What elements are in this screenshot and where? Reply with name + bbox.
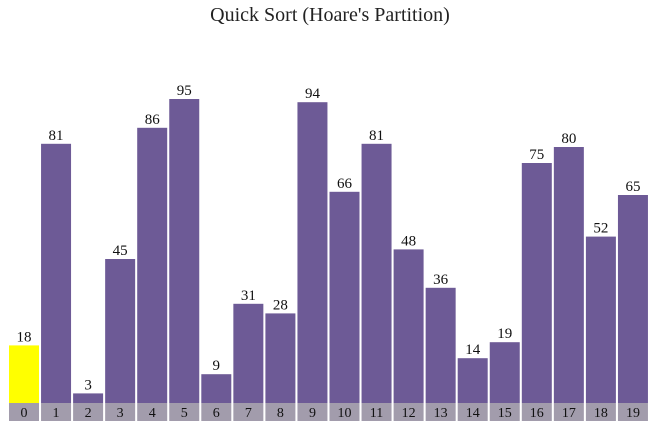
bar-5 bbox=[169, 99, 200, 403]
index-label-10: 10 bbox=[338, 406, 352, 421]
index-label-11: 11 bbox=[370, 406, 383, 421]
index-cell-12 bbox=[393, 403, 424, 421]
index-label-16: 16 bbox=[530, 406, 544, 421]
index-label-17: 17 bbox=[562, 406, 576, 421]
value-label-18: 52 bbox=[593, 221, 608, 237]
value-labels-layer: 18 81 3 45 86 95 9 31 28 94 66 81 48 36 14 19 75 80 52 65 bbox=[17, 83, 641, 393]
value-label-1: 81 bbox=[49, 128, 64, 144]
bar-2 bbox=[73, 393, 104, 403]
index-cell-7 bbox=[233, 403, 264, 421]
index-cell-2 bbox=[73, 403, 104, 421]
index-cell-8 bbox=[265, 403, 296, 421]
index-label-14: 14 bbox=[466, 406, 480, 421]
index-cell-5 bbox=[169, 403, 200, 421]
index-label-9: 9 bbox=[309, 406, 316, 421]
bar-11 bbox=[361, 143, 392, 404]
index-cell-4 bbox=[137, 403, 168, 421]
index-cell-0 bbox=[9, 403, 39, 421]
bar-4 bbox=[137, 127, 168, 404]
bars-layer bbox=[9, 99, 648, 404]
bar-3 bbox=[105, 259, 136, 403]
value-label-12: 48 bbox=[401, 233, 416, 249]
value-label-6: 9 bbox=[213, 358, 221, 374]
index-label-1: 1 bbox=[53, 406, 60, 421]
index-cell-19 bbox=[617, 403, 648, 421]
bar-12 bbox=[393, 249, 424, 403]
index-label-3: 3 bbox=[117, 406, 124, 421]
chart-title: Quick Sort (Hoare's Partition) bbox=[210, 4, 450, 26]
index-cell-14 bbox=[457, 403, 488, 421]
value-label-10: 66 bbox=[337, 176, 353, 192]
bar-0 bbox=[9, 345, 39, 403]
index-cell-11 bbox=[361, 403, 392, 421]
index-label-18: 18 bbox=[594, 406, 608, 421]
value-label-8: 28 bbox=[273, 297, 288, 313]
value-label-2: 3 bbox=[84, 377, 92, 393]
bar-14 bbox=[457, 358, 488, 403]
bar-6 bbox=[201, 374, 232, 403]
index-layer: 0 1 2 3 4 5 6 7 8 9 10 11 12 13 14 15 16 17 18 19 bbox=[9, 403, 648, 421]
value-label-3: 45 bbox=[113, 243, 128, 259]
value-label-14: 14 bbox=[465, 342, 481, 358]
bar-18 bbox=[585, 236, 616, 403]
value-label-7: 31 bbox=[241, 288, 256, 304]
index-label-19: 19 bbox=[626, 406, 640, 421]
value-label-13: 36 bbox=[433, 272, 449, 288]
index-label-0: 0 bbox=[21, 406, 28, 421]
index-cell-6 bbox=[201, 403, 232, 421]
value-label-9: 94 bbox=[305, 86, 321, 102]
value-label-5: 95 bbox=[177, 83, 192, 99]
index-cell-17 bbox=[553, 403, 584, 421]
value-label-11: 81 bbox=[369, 128, 384, 144]
value-label-16: 75 bbox=[529, 147, 544, 163]
bar-13 bbox=[425, 287, 456, 403]
index-label-4: 4 bbox=[149, 406, 156, 421]
value-label-4: 86 bbox=[145, 112, 161, 128]
index-cell-1 bbox=[41, 403, 72, 421]
index-label-12: 12 bbox=[402, 406, 416, 421]
index-cell-16 bbox=[521, 403, 552, 421]
value-label-17: 80 bbox=[561, 131, 576, 147]
index-label-6: 6 bbox=[213, 406, 220, 421]
value-label-19: 65 bbox=[625, 179, 640, 195]
index-label-15: 15 bbox=[498, 406, 512, 421]
bar-15 bbox=[489, 342, 520, 403]
index-cell-15 bbox=[489, 403, 520, 421]
index-label-13: 13 bbox=[434, 406, 448, 421]
bar-17 bbox=[553, 147, 584, 403]
index-cell-18 bbox=[585, 403, 616, 421]
bar-1 bbox=[41, 143, 72, 404]
index-cell-9 bbox=[297, 403, 328, 421]
bar-10 bbox=[329, 191, 360, 403]
index-label-7: 7 bbox=[245, 406, 252, 421]
index-cell-3 bbox=[105, 403, 136, 421]
index-label-5: 5 bbox=[181, 406, 188, 421]
value-label-0: 18 bbox=[17, 329, 32, 345]
index-cell-13 bbox=[425, 403, 456, 421]
value-label-15: 19 bbox=[497, 326, 512, 342]
bar-7 bbox=[233, 303, 264, 403]
index-label-8: 8 bbox=[277, 406, 284, 421]
bar-16 bbox=[521, 163, 552, 403]
bar-19 bbox=[617, 195, 648, 403]
bar-8 bbox=[265, 313, 296, 403]
bar-9 bbox=[297, 102, 328, 403]
index-label-2: 2 bbox=[85, 406, 92, 421]
index-cell-10 bbox=[329, 403, 360, 421]
